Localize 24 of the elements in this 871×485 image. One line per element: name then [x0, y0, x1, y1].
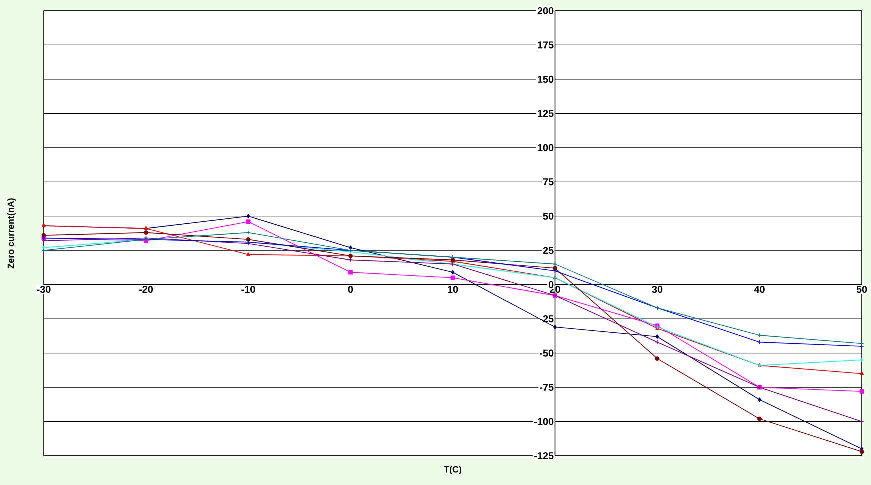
y-tick-label: 25: [543, 247, 554, 254]
y-tick-label: 100: [538, 144, 554, 152]
y-tick-label: -125: [534, 452, 554, 460]
x-tick-label: -10: [242, 286, 256, 294]
y-axis-title: Zero current(nA): [8, 198, 16, 269]
y-tick-label: 50: [543, 212, 554, 220]
y-tick-label: 125: [538, 110, 554, 118]
y-tick-label: 0: [548, 281, 554, 288]
x-tick-label: -20: [139, 286, 154, 294]
x-tick-label: 10: [448, 286, 458, 294]
y-tick-label: -50: [540, 350, 554, 357]
y-tick-label: -25: [540, 316, 554, 323]
y-tick-label: 75: [543, 178, 554, 186]
x-tick-label: 0: [348, 286, 354, 294]
y-tick-label: 175: [538, 42, 554, 49]
x-tick-label: -30: [37, 286, 51, 294]
y-tick-label: 150: [538, 76, 554, 83]
x-tick-label: 40: [754, 286, 765, 294]
y-tick-label: -100: [534, 418, 554, 426]
y-tick-label: -75: [540, 384, 554, 392]
x-axis-title: T(C): [444, 466, 462, 475]
x-tick-label: 50: [856, 286, 868, 294]
x-tick-label: 30: [652, 286, 663, 294]
y-tick-label: 200: [538, 7, 554, 15]
